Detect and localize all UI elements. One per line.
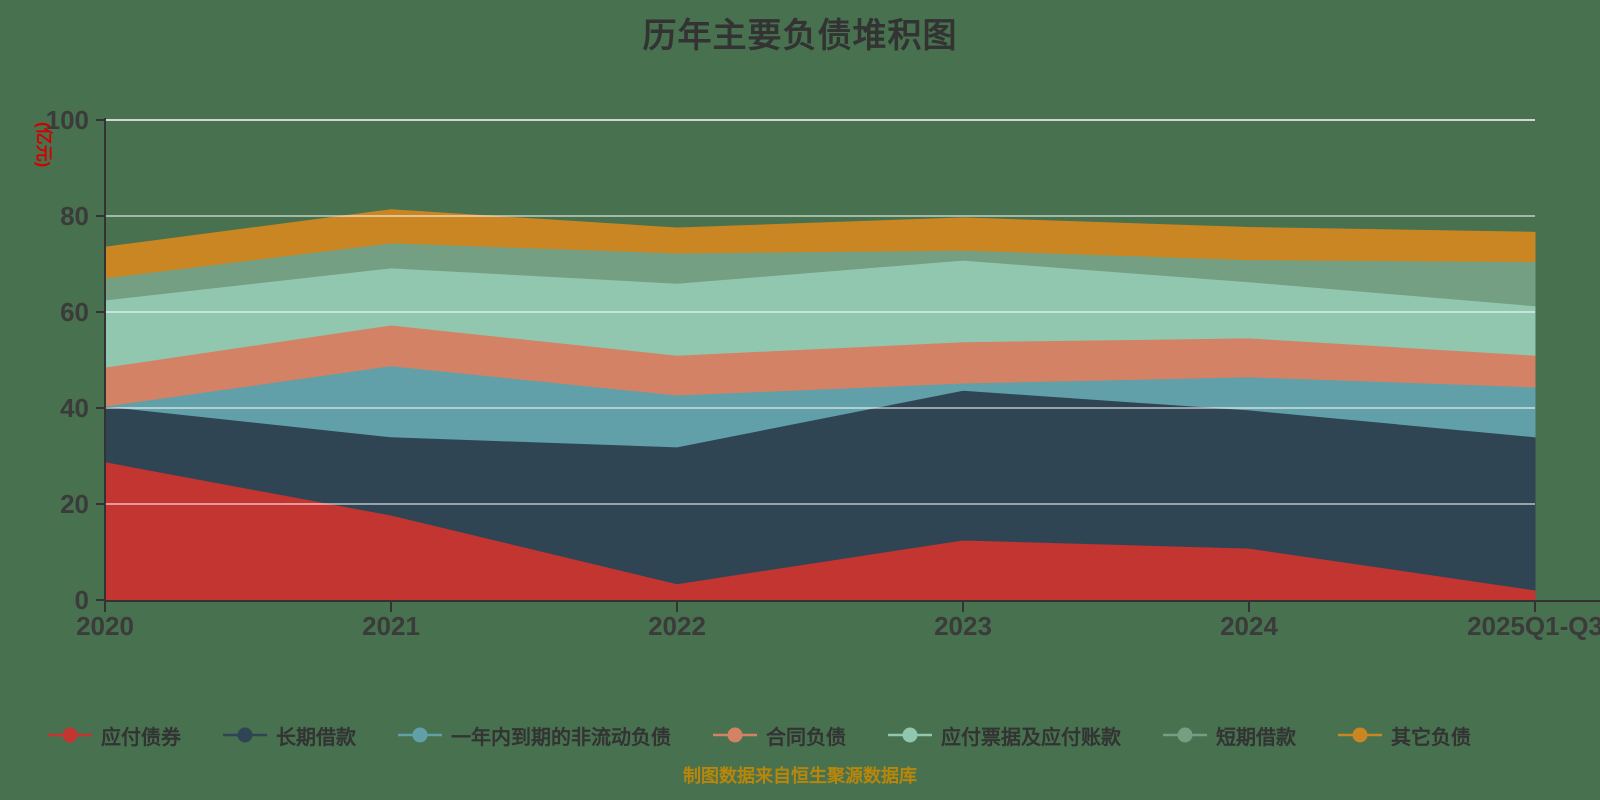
legend-item-4[interactable]: 应付票据及应付账款 — [888, 721, 1121, 750]
y-tick-label: 20 — [60, 489, 89, 519]
legend: 应付债券 长期借款 一年内到期的非流动负债 合同负债 应付票据及应付账款 短期借款 其它负债 — [48, 716, 1580, 754]
legend-label: 应付票据及应付账款 — [941, 726, 1121, 749]
legend-label: 应付债券 — [101, 726, 181, 749]
legend-item-0[interactable]: 应付债券 — [48, 721, 181, 750]
legend-marker-icon — [713, 727, 757, 743]
area-series-6[interactable] — [104, 209, 1536, 279]
x-tick-label: 2022 — [648, 611, 706, 641]
legend-marker-icon — [398, 727, 442, 743]
y-tick-label: 80 — [60, 201, 89, 231]
x-tick-label: 2024 — [1220, 611, 1278, 641]
y-axis-unit-label: (亿元) — [34, 122, 53, 168]
legend-label: 其它负债 — [1391, 726, 1471, 749]
legend-marker-icon — [223, 727, 267, 743]
legend-item-6[interactable]: 其它负债 — [1338, 721, 1471, 750]
legend-label: 合同负债 — [766, 726, 846, 749]
y-tick-label: 0 — [75, 585, 89, 615]
y-tick-label: 100 — [46, 105, 89, 135]
legend-marker-icon — [888, 727, 932, 743]
data-source-note: 制图数据来自恒生聚源数据库 — [683, 766, 917, 786]
legend-label: 短期借款 — [1216, 726, 1296, 749]
y-tick-label: 40 — [60, 393, 89, 423]
y-tick-label: 60 — [60, 297, 89, 327]
legend-label: 一年内到期的非流动负债 — [451, 726, 671, 749]
legend-marker-icon — [1163, 727, 1207, 743]
x-tick-label: 2025Q1-Q3 — [1467, 611, 1600, 641]
legend-marker-icon — [1338, 727, 1382, 743]
x-tick-label: 2023 — [934, 611, 992, 641]
legend-item-3[interactable]: 合同负债 — [713, 721, 846, 750]
legend-marker-icon — [48, 727, 92, 743]
x-tick-label: 2020 — [76, 611, 134, 641]
legend-item-2[interactable]: 一年内到期的非流动负债 — [398, 721, 671, 750]
legend-label: 长期借款 — [276, 726, 356, 749]
legend-item-1[interactable]: 长期借款 — [223, 721, 356, 750]
x-tick-label: 2021 — [362, 611, 420, 641]
legend-item-5[interactable]: 短期借款 — [1163, 721, 1296, 750]
chart-title: 历年主要负债堆积图 — [642, 17, 958, 55]
